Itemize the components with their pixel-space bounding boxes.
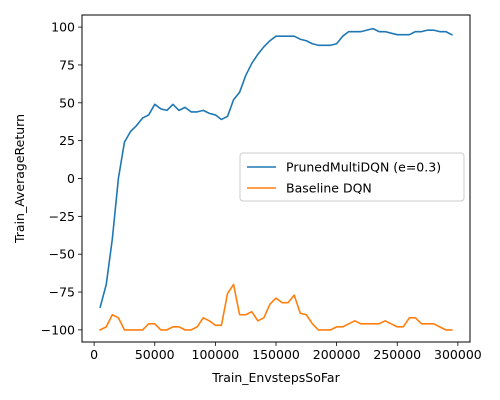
y-tick-label: −50 [49,247,75,262]
y-tick-label: 100 [51,20,75,35]
y-tick-label: −75 [49,285,75,300]
y-axis-ticks: −100 −75 −50 −25 0 25 50 75 100 [41,20,82,337]
x-axis-ticks: 0 50000 100000 150000 200000 250000 300000 [90,342,482,362]
legend-box [239,152,465,202]
legend-label-pruned-multi-dqn: PrunedMultiDQN (e=0.3) [286,160,441,175]
legend: PrunedMultiDQN (e=0.3) Baseline DQN [239,152,465,202]
series-lines [99,27,453,331]
x-tick-label: 0 [90,347,98,362]
x-tick-label: 100000 [192,347,240,362]
y-tick-label: −25 [49,209,75,224]
y-axis-label: Train_AverageReturn [12,114,27,244]
series-line-0 [99,27,453,309]
y-tick-label: 75 [59,57,75,72]
x-tick-label: 50000 [135,347,175,362]
x-tick-label: 200000 [313,347,361,362]
x-tick-label: 300000 [434,347,482,362]
x-tick-label: 150000 [252,347,300,362]
y-tick-label: 0 [67,171,75,186]
series-line-1 [99,283,453,331]
y-tick-label: 25 [59,133,75,148]
y-tick-label: 50 [59,95,75,110]
legend-label-baseline-dqn: Baseline DQN [286,181,372,196]
x-tick-label: 250000 [373,347,421,362]
y-tick-label: −100 [41,322,75,337]
x-axis-label: Train_EnvstepsSoFar [211,370,340,385]
